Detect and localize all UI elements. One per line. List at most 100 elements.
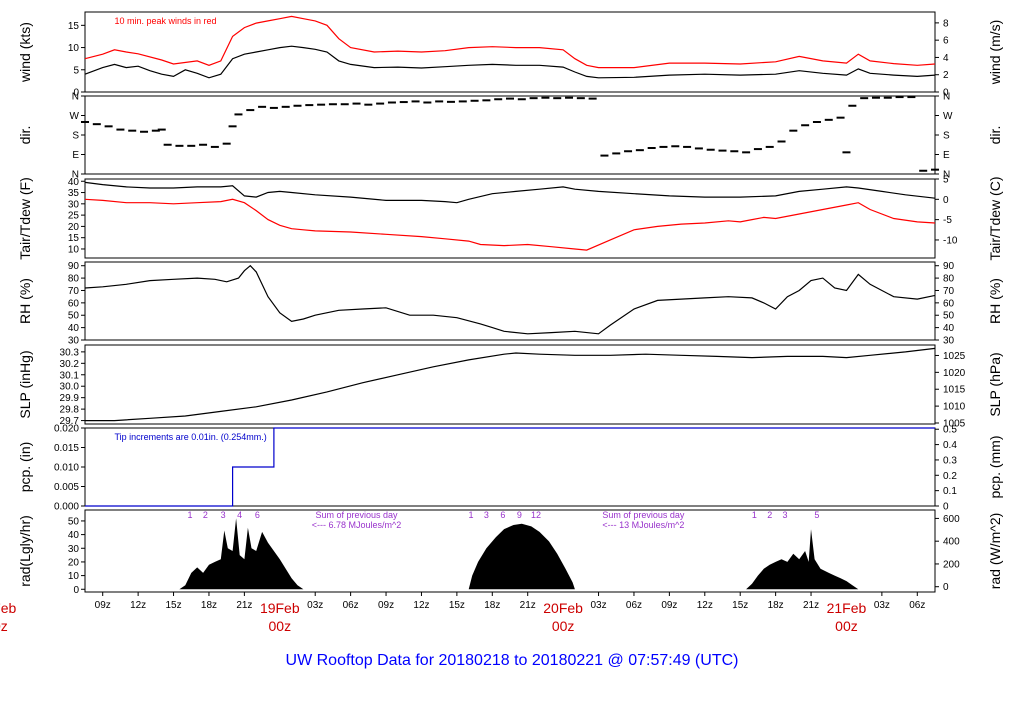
panel-frame: [84, 178, 936, 259]
left-tick-label: 0.000: [54, 502, 79, 513]
right-tick-label: 90: [943, 261, 955, 272]
left-tick-label: 0.010: [54, 463, 79, 474]
sun-hour-mark: 6: [255, 510, 260, 520]
right-tick-label: 80: [943, 274, 955, 285]
x-tick-label: 18z: [484, 600, 500, 611]
left-tick-label: 0.015: [54, 443, 79, 454]
right-axis-label: RH (%): [987, 278, 1003, 324]
right-tick-label: 0: [943, 88, 949, 99]
left-tick-label: 29.8: [60, 405, 80, 416]
left-tick-label: 30.2: [60, 359, 80, 370]
x-tick-label: 06z: [909, 600, 925, 611]
left-tick-label: 25: [68, 211, 80, 222]
sun-hour-mark: 1: [188, 510, 193, 520]
sun-hour-mark: 1: [469, 510, 474, 520]
right-axis-label: pcp. (mm): [987, 436, 1003, 499]
left-tick-label: N: [72, 92, 79, 103]
left-tick-label: 29.9: [60, 393, 80, 404]
left-tick-label: 70: [68, 286, 80, 297]
panel-rad: 0 10 20 30 40 50 0 200 400 600 rad(Lgly/hr) rad (W/…: [0, 509, 1003, 634]
left-tick-label: 30: [68, 199, 80, 210]
x-tick-label: 06z: [343, 600, 359, 611]
panel-frame: [84, 261, 936, 341]
right-axis-label: SLP (hPa): [987, 352, 1003, 416]
left-axis-label: RH (%): [17, 278, 33, 324]
x-tick-label: 15z: [732, 600, 748, 611]
left-tick-label: 90: [68, 261, 80, 272]
right-tick-label: 0.1: [943, 486, 957, 497]
sun-hour-mark: 6: [500, 510, 505, 520]
left-tick-label: 60: [68, 298, 80, 309]
right-tick-label: 0: [943, 195, 949, 206]
day-label-z: 00z: [269, 618, 292, 634]
right-tick-label: 0.4: [943, 440, 957, 451]
right-tick-label: 1005: [943, 418, 966, 429]
left-tick-label: 5: [73, 65, 79, 76]
right-tick-label: 2: [943, 70, 949, 81]
x-tick-label: 12z: [130, 600, 146, 611]
day-label: 19Feb: [260, 600, 300, 616]
left-tick-label: E: [72, 150, 79, 161]
left-tick-label: 30.1: [60, 370, 80, 381]
right-tick-label: 50: [943, 311, 955, 322]
right-axis-label: wind (m/s): [987, 20, 1003, 86]
x-tick-label: 09z: [378, 600, 394, 611]
day-label: 20Feb: [543, 600, 583, 616]
left-tick-label: 0.005: [54, 482, 79, 493]
right-tick-label: 1025: [943, 351, 966, 362]
right-tick-label: -5: [943, 215, 952, 226]
sun-hour-mark: 9: [517, 510, 522, 520]
left-tick-label: 20: [68, 222, 80, 233]
left-tick-label: 40: [68, 177, 80, 188]
sun-hour-mark: 3: [783, 510, 788, 520]
day-sum-line2: <--- 6.78 MJoules/m^2: [312, 520, 402, 530]
day-label: 21Feb: [827, 600, 867, 616]
right-tick-label: 4: [943, 53, 949, 64]
right-tick-label: -10: [943, 235, 958, 246]
right-axis-label: rad (W/m^2): [987, 513, 1003, 590]
x-tick-label: 12z: [413, 600, 429, 611]
x-tick-label: 21z: [520, 600, 536, 611]
right-tick-label: 0.3: [943, 455, 957, 466]
day-sum-line1: Sum of previous day: [316, 510, 399, 520]
panel-frame: [84, 11, 936, 93]
footer-title: UW Rooftop Data for 20180218 to 20180221…: [286, 652, 739, 669]
left-tick-label: 15: [68, 233, 80, 244]
left-axis-label: Tair/Tdew (F): [17, 177, 33, 259]
right-tick-label: W: [943, 111, 953, 122]
right-tick-label: 0.2: [943, 471, 957, 482]
x-tick-label: 15z: [165, 600, 181, 611]
right-tick-label: 200: [943, 559, 960, 570]
right-tick-label: 400: [943, 537, 960, 548]
right-tick-label: N: [943, 92, 950, 103]
left-tick-label: 10: [68, 571, 80, 582]
panel-annotation: 10 min. peak winds in red: [115, 16, 217, 26]
left-tick-label: N: [72, 170, 79, 181]
series-line-black: [84, 45, 936, 79]
right-tick-label: N: [943, 170, 950, 181]
left-tick-label: 0: [73, 585, 79, 596]
right-tick-label: 6: [943, 36, 949, 47]
left-tick-label: 20: [68, 557, 80, 568]
panel-frame: [84, 509, 936, 593]
sun-hour-mark: 12: [531, 510, 541, 520]
day-sum-line2: <--- 13 MJoules/m^2: [602, 520, 684, 530]
left-tick-label: 40: [68, 323, 80, 334]
panel-slp: 29.729.829.930.030.130.230.3 1005 1010 1015…: [17, 344, 1003, 429]
x-tick-label: 09z: [661, 600, 677, 611]
panel-annotation: Tip increments are 0.01in. (0.254mm.): [115, 432, 267, 442]
x-tick-label: 12z: [697, 600, 713, 611]
day-label-group: 20Feb 00z: [543, 600, 583, 634]
right-tick-label: 0: [943, 582, 949, 593]
left-tick-label: 40: [68, 530, 80, 541]
day-label-group: 19Feb 00z: [260, 600, 300, 634]
right-tick-label: 0.5: [943, 425, 957, 436]
day-label-z: 00z: [552, 618, 575, 634]
right-tick-label: 600: [943, 514, 960, 525]
left-tick-label: 30: [68, 336, 80, 347]
left-tick-label: 0: [73, 88, 79, 99]
panel-frame: [84, 95, 936, 175]
series-line-black: [85, 347, 936, 422]
